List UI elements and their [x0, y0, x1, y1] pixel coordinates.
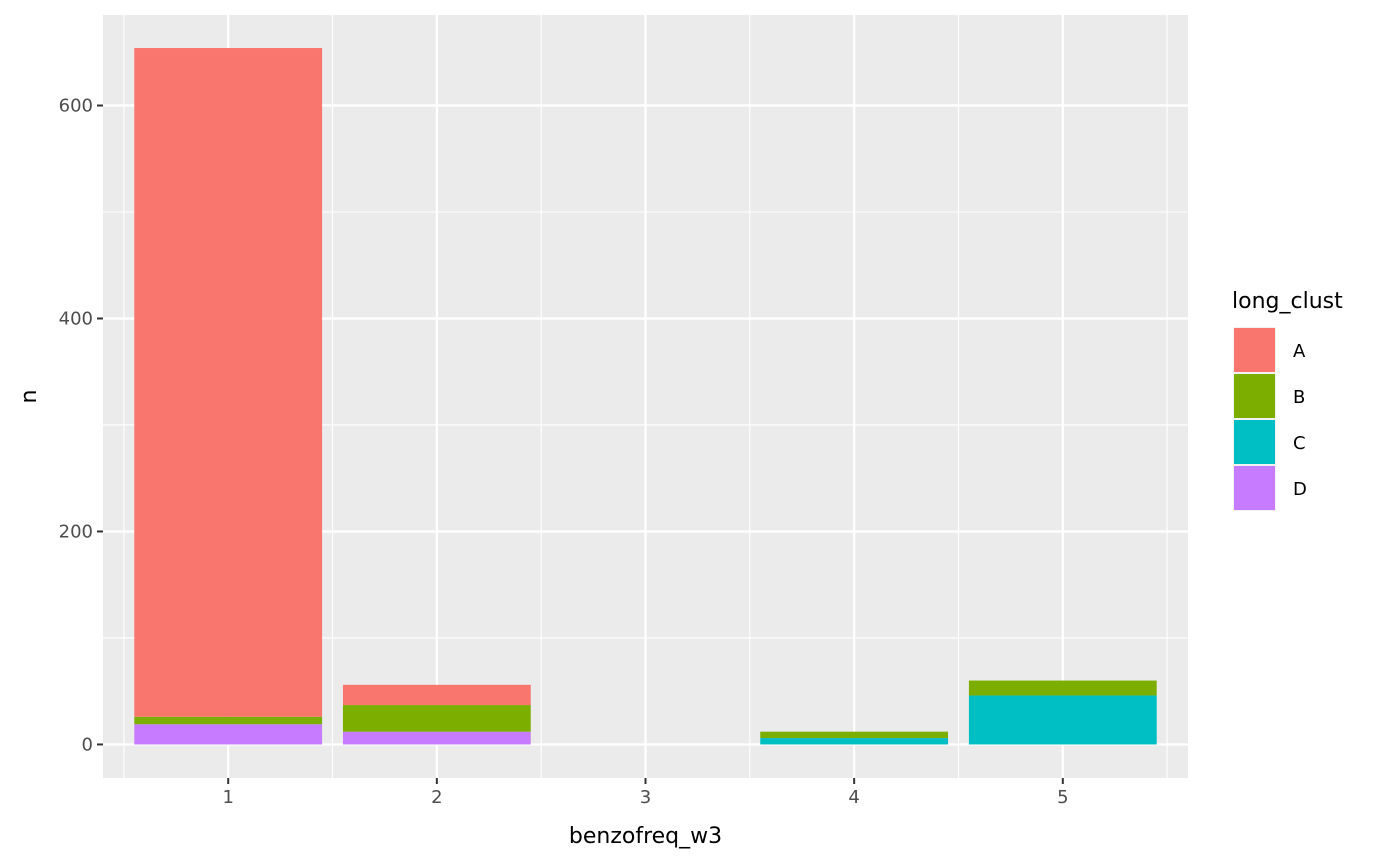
y-tick-label: 600 [59, 96, 93, 117]
x-tick-label: 2 [431, 787, 442, 808]
bar-D-2 [342, 731, 531, 745]
y-tick-label: 400 [59, 308, 93, 329]
x-axis-title: benzofreq_w3 [569, 824, 722, 849]
y-axis-title: n [17, 390, 42, 404]
x-tick-label: 3 [640, 787, 651, 808]
x-axis: 1 2 3 4 5 [222, 778, 1069, 808]
y-tick-label: 200 [59, 521, 93, 542]
legend: long_clust A B C D [1232, 289, 1343, 511]
legend-key-B [1234, 374, 1275, 418]
x-tick-label: 4 [848, 787, 859, 808]
bar-B-1 [134, 716, 323, 725]
legend-label-C: C [1293, 433, 1306, 454]
legend-key-D [1234, 466, 1275, 510]
legend-title: long_clust [1232, 289, 1343, 314]
bar-B-4 [760, 731, 949, 739]
bar-C-4 [760, 738, 949, 745]
bars [134, 48, 1157, 745]
bar-B-2 [342, 705, 531, 732]
bar-B-5 [968, 680, 1157, 696]
legend-key-C [1234, 420, 1275, 464]
y-axis: 0 200 400 600 [59, 96, 103, 755]
bar-A-1 [134, 48, 323, 717]
legend-key-A [1234, 328, 1275, 372]
legend-label-B: B [1293, 387, 1305, 408]
bar-C-5 [968, 695, 1157, 745]
bar-A-2 [342, 684, 531, 706]
legend-label-A: A [1293, 341, 1306, 362]
legend-label-D: D [1293, 479, 1307, 500]
y-tick-label: 0 [82, 734, 93, 755]
x-tick-label: 1 [222, 787, 233, 808]
bar-D-1 [134, 724, 323, 745]
x-tick-label: 5 [1057, 787, 1068, 808]
